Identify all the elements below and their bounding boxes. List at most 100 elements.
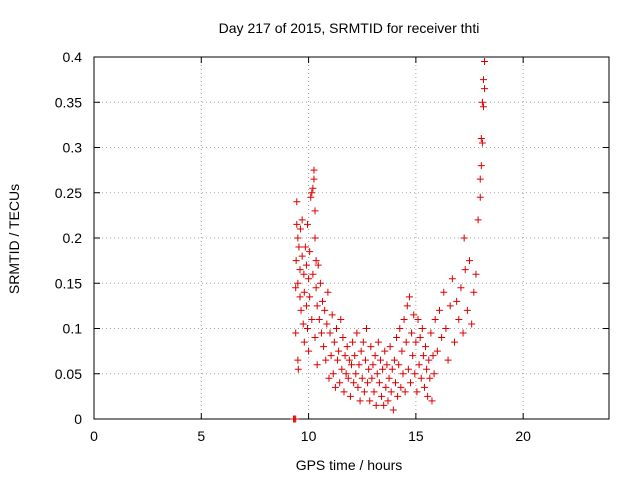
- data-point: [310, 166, 318, 174]
- data-point: [366, 397, 374, 405]
- data-point: [304, 325, 312, 332]
- data-point: [381, 347, 389, 355]
- data-point: [380, 401, 388, 409]
- data-point: [311, 207, 319, 215]
- data-point: [334, 356, 342, 364]
- data-point: [329, 370, 337, 378]
- data-point: [393, 334, 401, 342]
- data-point: [313, 302, 321, 310]
- x-tick-label: 5: [197, 428, 205, 444]
- data-point: [292, 284, 300, 292]
- data-point: [408, 329, 416, 337]
- data-point: [296, 266, 304, 274]
- data-point: [442, 325, 450, 332]
- data-point: [294, 279, 302, 287]
- data-point: [428, 397, 436, 405]
- data-point: [331, 383, 339, 391]
- data-point: [413, 388, 421, 396]
- data-point: [444, 356, 452, 364]
- data-point: [391, 379, 399, 387]
- data-point: [395, 361, 403, 369]
- data-point: [308, 189, 316, 197]
- data-point: [379, 365, 387, 373]
- data-point: [404, 365, 412, 373]
- data-point: [423, 365, 431, 373]
- data-point: [457, 284, 465, 292]
- data-point: [385, 374, 393, 382]
- data-point: [399, 370, 407, 378]
- data-point: [310, 175, 318, 183]
- x-tick-label: 15: [408, 428, 424, 444]
- data-point: [363, 325, 371, 332]
- data-point: [302, 261, 310, 269]
- data-point: [417, 374, 425, 382]
- data-point: [340, 388, 348, 396]
- data-point: [430, 370, 438, 378]
- y-axis-label: SRMTID / TECUs: [6, 184, 22, 294]
- data-point: [354, 383, 362, 391]
- data-point: [297, 306, 305, 314]
- data-point: [305, 347, 313, 355]
- data-point: [294, 365, 302, 373]
- data-point: [372, 401, 380, 409]
- y-tick-label: 0: [74, 411, 82, 427]
- data-point: [427, 329, 435, 337]
- data-point: [330, 338, 338, 346]
- data-point: [407, 379, 415, 387]
- data-point: [352, 370, 360, 378]
- data-point: [431, 315, 439, 323]
- data-point: [317, 329, 325, 337]
- data-point: [422, 343, 430, 351]
- data-point: [308, 315, 316, 323]
- data-point: [294, 356, 302, 364]
- data-point: [345, 356, 353, 364]
- data-point: [316, 279, 324, 287]
- data-point: [357, 347, 365, 355]
- data-point: [425, 356, 433, 364]
- data-point: [459, 329, 467, 337]
- data-point: [309, 184, 317, 192]
- data-point: [479, 103, 487, 111]
- data-point: [343, 343, 351, 351]
- chart-title: Day 217 of 2015, SRMTID for receiver tht…: [219, 20, 480, 36]
- x-tick-label: 0: [90, 428, 98, 444]
- data-point: [296, 293, 304, 301]
- data-point: [326, 329, 334, 337]
- y-tick-label: 0.4: [63, 49, 83, 65]
- data-point: [348, 361, 355, 369]
- data-point: [369, 361, 377, 369]
- data-point: [351, 352, 359, 360]
- data-point: [401, 388, 409, 396]
- data-point: [373, 370, 381, 378]
- data-point: [463, 306, 471, 314]
- data-point: [356, 397, 364, 405]
- data-point: [292, 257, 300, 265]
- data-point: [478, 139, 486, 147]
- data-point: [375, 379, 383, 387]
- data-point: [335, 347, 343, 355]
- data-point: [481, 58, 489, 66]
- data-point: [292, 415, 300, 423]
- y-tick-label: 0.15: [55, 275, 82, 291]
- data-point: [374, 338, 382, 346]
- data-point: [403, 302, 411, 310]
- data-point: [305, 275, 313, 283]
- data-point: [298, 216, 306, 224]
- data-point: [300, 288, 308, 296]
- data-point: [448, 275, 456, 283]
- data-point: [322, 356, 330, 364]
- data-point: [295, 243, 303, 251]
- data-point: [301, 243, 309, 251]
- data-point: [400, 315, 408, 323]
- data-points: [290, 58, 489, 423]
- data-point: [367, 343, 375, 351]
- data-point: [346, 392, 354, 400]
- data-point: [390, 356, 398, 364]
- y-tick-label: 0.05: [55, 366, 82, 382]
- data-point: [472, 270, 480, 278]
- data-point: [433, 347, 441, 355]
- data-point: [394, 392, 402, 400]
- data-point: [306, 248, 314, 256]
- data-point: [382, 383, 390, 391]
- data-point: [412, 338, 420, 346]
